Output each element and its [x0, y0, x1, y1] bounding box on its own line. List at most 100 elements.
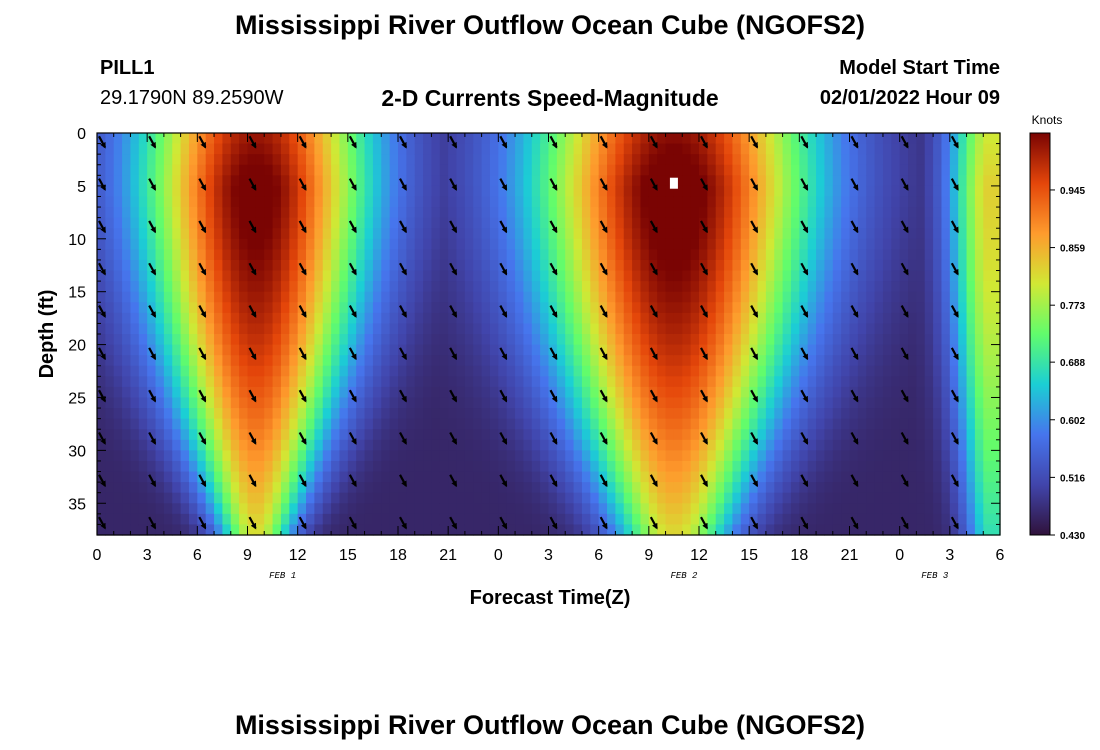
heatmap-cell	[423, 439, 433, 451]
heatmap-cell	[565, 143, 575, 155]
current-vector	[549, 262, 558, 276]
heatmap-cell	[239, 133, 249, 145]
heatmap-cell	[289, 386, 299, 399]
heatmap-cell	[590, 217, 600, 229]
heatmap-cell	[155, 143, 165, 155]
heatmap-cell	[874, 450, 884, 462]
heatmap-cell	[331, 259, 341, 272]
heatmap-cell	[632, 450, 642, 462]
heatmap-cell	[598, 503, 608, 515]
heatmap-cell	[607, 334, 616, 346]
heatmap-cell	[724, 259, 734, 272]
heatmap-cell	[916, 259, 926, 272]
heatmap-cell	[832, 471, 842, 483]
heatmap-cell	[297, 450, 307, 462]
heatmap-cell	[531, 185, 541, 198]
heatmap-cell	[473, 175, 483, 187]
heatmap-cell	[464, 439, 474, 451]
heatmap-cell	[882, 450, 892, 462]
heatmap-cell	[974, 217, 984, 229]
heatmap-cell	[849, 185, 859, 198]
heatmap-cell	[398, 397, 407, 409]
heatmap-cell	[849, 418, 859, 430]
current-vector	[148, 389, 157, 403]
heatmap-cell	[715, 312, 725, 325]
heatmap-cell	[97, 397, 106, 409]
heatmap-cell	[807, 164, 817, 176]
heatmap-cell	[280, 228, 290, 240]
heatmap-cell	[372, 344, 382, 356]
heatmap-cell	[498, 164, 508, 176]
heatmap-cell	[899, 291, 909, 303]
heatmap-cell	[657, 524, 667, 536]
heatmap-cell	[983, 238, 993, 250]
heatmap-cell	[389, 344, 399, 356]
heatmap-cell	[740, 482, 750, 494]
heatmap-cell	[916, 471, 926, 483]
heatmap-cell	[147, 450, 157, 462]
heatmap-cell	[130, 503, 140, 515]
heatmap-cell	[172, 344, 182, 356]
current-vector	[198, 178, 207, 191]
heatmap-cell	[122, 429, 132, 441]
heatmap-cell	[548, 228, 558, 240]
heatmap-cell	[657, 376, 667, 388]
heatmap-cell	[414, 281, 424, 293]
heatmap-cell	[506, 133, 516, 145]
heatmap-cell	[632, 175, 642, 187]
heatmap-cell	[163, 334, 173, 346]
heatmap-cell	[941, 207, 951, 219]
current-vector	[98, 516, 106, 530]
current-vector	[499, 347, 508, 361]
heatmap-cell	[406, 259, 416, 272]
heatmap-cell	[749, 154, 759, 166]
heatmap-cell	[439, 196, 449, 208]
heatmap-cell	[172, 175, 182, 187]
heatmap-cell	[866, 196, 876, 208]
heatmap-cell	[406, 143, 416, 155]
heatmap-cell	[188, 175, 198, 187]
heatmap-cell	[790, 418, 800, 430]
heatmap-cell	[356, 185, 366, 198]
heatmap-cell	[197, 355, 207, 367]
heatmap-cell	[506, 429, 516, 441]
heatmap-cell	[974, 312, 984, 325]
heatmap-cell	[707, 524, 717, 536]
heatmap-cell	[105, 207, 115, 219]
heatmap-cell	[523, 408, 533, 420]
heatmap-cell	[790, 439, 800, 451]
heatmap-cell	[264, 397, 274, 409]
heatmap-cell	[130, 196, 140, 208]
current-vector	[248, 178, 257, 191]
heatmap-cell	[924, 196, 934, 208]
heatmap-cell	[255, 482, 265, 494]
heatmap-cell	[774, 408, 784, 420]
heatmap-cell	[866, 503, 876, 515]
heatmap-cell	[974, 460, 984, 473]
heatmap-cell	[891, 450, 901, 462]
heatmap-cell	[949, 408, 959, 420]
heatmap-cell	[690, 154, 700, 166]
heatmap-cell	[188, 270, 198, 282]
heatmap-cell	[531, 418, 541, 430]
heatmap-cell	[163, 259, 173, 272]
heatmap-cell	[448, 408, 458, 420]
heatmap-cell	[623, 376, 633, 388]
heatmap-cell	[523, 418, 533, 430]
heatmap-cell	[581, 376, 591, 388]
heatmap-cell	[222, 133, 232, 145]
heatmap-cell	[857, 429, 867, 441]
current-vector	[599, 305, 608, 318]
heatmap-cell	[439, 249, 449, 261]
heatmap-cell	[406, 302, 416, 314]
heatmap-cell	[473, 291, 483, 303]
heatmap-cell	[991, 185, 1001, 198]
heatmap-cell	[130, 228, 140, 240]
heatmap-cell	[214, 154, 224, 166]
heatmap-cell	[615, 524, 625, 536]
heatmap-cell	[322, 418, 332, 430]
current-vector	[98, 347, 106, 361]
heatmap-cell	[423, 524, 433, 536]
heatmap-cell	[607, 386, 616, 399]
